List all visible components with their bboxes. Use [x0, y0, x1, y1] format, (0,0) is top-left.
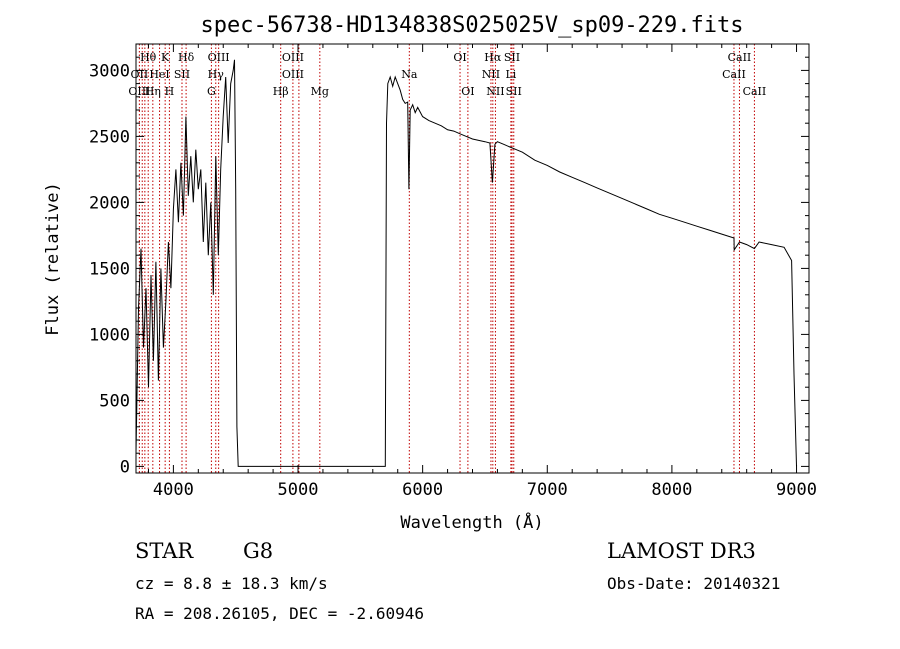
spectral-line-label: OIII: [128, 85, 150, 98]
spectral-line-label: CaII: [743, 85, 767, 98]
spectral-line-label: Mg: [311, 85, 329, 98]
y-tick-label: 1500: [89, 259, 130, 279]
spectral-line-label: Na: [401, 68, 418, 81]
y-tick-label: 500: [99, 391, 130, 411]
y-axis-label: Flux (relative): [43, 182, 63, 336]
spectral-line-label: Hθ: [140, 51, 157, 64]
spectral-line-label: NII: [486, 85, 504, 98]
ra-dec-coordinates: RA = 208.26105, DEC = -2.60946: [135, 604, 424, 623]
y-tick-label: 0: [120, 457, 130, 477]
y-tick-label: 3000: [89, 61, 130, 81]
spectral-line-label: OI: [461, 85, 474, 98]
spectral-line-label: SII: [506, 85, 522, 98]
spectral-line-label: Hβ: [273, 85, 289, 98]
redshift-cz: cz = 8.8 ± 18.3 km/s: [135, 574, 328, 593]
spectral-line-label: H: [165, 85, 175, 98]
x-axis-label: Wavelength (Å): [400, 511, 543, 533]
spectral-line-label: OIII: [208, 51, 230, 64]
spectral-line-label: OIII: [282, 68, 304, 81]
chart-title: spec-56738-HD134838S025025V_sp09-229.fit…: [200, 13, 743, 38]
spectral-line-label: OIII: [282, 51, 304, 64]
object-type: STAR: [135, 539, 194, 563]
x-tick-label: 8000: [651, 480, 692, 500]
obs-date: Obs-Date: 20140321: [607, 574, 781, 593]
spectral-line-label: K: [161, 51, 170, 64]
spectral-line-label: Hγ: [208, 68, 225, 81]
x-tick-label: 6000: [402, 480, 443, 500]
x-tick-label: 9000: [776, 480, 817, 500]
spectral-line-label: NII: [482, 68, 500, 81]
x-tick-label: 4000: [153, 480, 194, 500]
spectrum-chart: spec-56738-HD134838S025025V_sp09-229.fit…: [43, 13, 817, 533]
spectral-line-label: SII: [504, 51, 520, 64]
spectral-line-label: Hα: [484, 51, 502, 64]
x-tick-label: 5000: [278, 480, 319, 500]
y-tick-label: 2000: [89, 193, 130, 213]
spectral-subclass: G8: [243, 539, 274, 563]
spectrum-line: [135, 59, 797, 467]
y-tick-label: 2500: [89, 127, 130, 147]
spectral-line-label: G: [207, 85, 216, 98]
spectral-line-label: OI: [453, 51, 466, 64]
spectral-line-label: Hδ: [178, 51, 195, 64]
x-tick-label: 7000: [527, 480, 568, 500]
y-tick-label: 1000: [89, 325, 130, 345]
spectral-line-label: CaII: [722, 68, 746, 81]
spectral-line-label: HeI: [149, 68, 169, 81]
survey-name: LAMOST DR3: [607, 539, 756, 563]
spectral-line-label: Li: [505, 68, 516, 81]
spectral-line-label: OII: [131, 68, 149, 81]
spectral-line-label: Hη: [145, 85, 161, 98]
spectral-line-label: CaII: [728, 51, 752, 64]
spectral-line-label: SII: [174, 68, 190, 81]
